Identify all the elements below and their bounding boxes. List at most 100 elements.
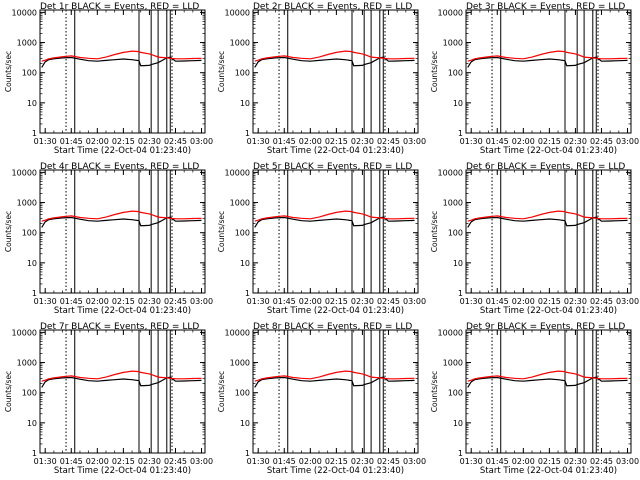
y-tick-label: 100 xyxy=(448,389,463,398)
x-tick-label: 03:00 xyxy=(616,457,639,466)
x-tick-label: 02:30 xyxy=(351,457,374,466)
axis-frame xyxy=(465,329,632,454)
x-axis-label: Start Time (22-Oct-04 01:23:40) xyxy=(267,306,404,316)
x-tick-label: 02:45 xyxy=(590,457,613,466)
y-tick-label: 1 xyxy=(458,289,463,298)
panel-title: Det 5r BLACK = Events, RED = LLD xyxy=(253,162,412,172)
panel-1 xyxy=(39,9,206,134)
panel-title: Det 3r BLACK = Events, RED = LLD xyxy=(466,2,625,12)
panel-5 xyxy=(252,169,419,294)
axis-frame xyxy=(252,169,419,294)
x-tick-label: 02:00 xyxy=(299,297,322,306)
series-lld-line xyxy=(254,50,415,62)
y-tick-label: 100 xyxy=(22,69,37,78)
x-tick-label: 02:15 xyxy=(112,137,135,146)
y-tick-label: 10 xyxy=(27,259,37,268)
y-tick-label: 1000 xyxy=(443,359,463,368)
axis-frame xyxy=(39,329,206,454)
panel-title: Det 8r BLACK = Events, RED = LLD xyxy=(253,322,412,332)
y-tick-label: 100 xyxy=(448,229,463,238)
panel-8 xyxy=(252,329,419,454)
x-tick-label: 02:15 xyxy=(325,297,348,306)
x-tick-label: 03:00 xyxy=(190,137,213,146)
y-tick-label: 10 xyxy=(27,419,37,428)
series-lld-line xyxy=(41,210,202,222)
y-tick-label: 10 xyxy=(240,419,250,428)
x-tick-label: 03:00 xyxy=(616,297,639,306)
y-tick-label: 1000 xyxy=(17,359,37,368)
x-tick-label: 02:30 xyxy=(138,137,161,146)
y-tick-label: 10000 xyxy=(438,328,463,337)
y-tick-label: 1000 xyxy=(17,199,37,208)
y-axis-label: Counts/sec xyxy=(430,371,439,412)
x-tick-label: 01:30 xyxy=(247,137,270,146)
x-tick-label: 02:15 xyxy=(538,137,561,146)
y-tick-label: 1 xyxy=(458,129,463,138)
x-tick-label: 01:30 xyxy=(247,457,270,466)
axis-frame xyxy=(252,9,419,134)
axis-frame xyxy=(465,169,632,294)
x-tick-label: 01:45 xyxy=(60,457,83,466)
y-tick-label: 10000 xyxy=(12,8,37,17)
y-tick-label: 100 xyxy=(235,389,250,398)
y-tick-label: 10000 xyxy=(438,8,463,17)
x-tick-label: 02:45 xyxy=(377,137,400,146)
y-tick-label: 100 xyxy=(235,229,250,238)
x-tick-label: 01:30 xyxy=(247,297,270,306)
panel-title: Det 4r BLACK = Events, RED = LLD xyxy=(40,162,199,172)
x-tick-label: 01:45 xyxy=(60,297,83,306)
y-axis-label: Counts/sec xyxy=(217,211,226,252)
x-tick-label: 01:45 xyxy=(486,457,509,466)
panel-9 xyxy=(465,329,632,454)
y-tick-label: 10 xyxy=(27,99,37,108)
y-axis-label: Counts/sec xyxy=(217,371,226,412)
y-axis-label: Counts/sec xyxy=(4,211,13,252)
x-tick-label: 02:30 xyxy=(351,137,374,146)
panel-2 xyxy=(252,9,419,134)
x-tick-label: 01:30 xyxy=(460,137,483,146)
series-lld-line xyxy=(41,370,202,382)
y-tick-label: 10 xyxy=(240,259,250,268)
y-tick-label: 10000 xyxy=(12,328,37,337)
x-axis-label: Start Time (22-Oct-04 01:23:40) xyxy=(480,466,617,476)
x-tick-label: 02:00 xyxy=(86,137,109,146)
x-tick-label: 02:15 xyxy=(325,457,348,466)
y-tick-label: 1000 xyxy=(443,199,463,208)
series-lld-line xyxy=(467,50,628,62)
x-tick-label: 02:00 xyxy=(512,137,535,146)
x-tick-label: 01:45 xyxy=(486,137,509,146)
axis-frame xyxy=(252,329,419,454)
series-lld-line xyxy=(467,370,628,382)
x-tick-label: 02:45 xyxy=(164,297,187,306)
x-axis-label: Start Time (22-Oct-04 01:23:40) xyxy=(54,146,191,156)
x-tick-label: 02:15 xyxy=(538,297,561,306)
x-tick-label: 01:45 xyxy=(486,297,509,306)
x-tick-label: 02:45 xyxy=(164,137,187,146)
y-tick-label: 1 xyxy=(32,129,37,138)
y-tick-label: 10000 xyxy=(225,168,250,177)
y-tick-label: 10 xyxy=(453,419,463,428)
x-tick-label: 02:45 xyxy=(164,457,187,466)
panel-title: Det 6r BLACK = Events, RED = LLD xyxy=(466,162,625,172)
x-axis-label: Start Time (22-Oct-04 01:23:40) xyxy=(480,146,617,156)
y-tick-label: 1000 xyxy=(230,39,250,48)
x-tick-label: 02:45 xyxy=(377,297,400,306)
series-lld-line xyxy=(41,50,202,62)
x-tick-label: 01:30 xyxy=(34,297,57,306)
panel-7 xyxy=(39,329,206,454)
x-tick-label: 03:00 xyxy=(403,457,426,466)
y-tick-label: 1000 xyxy=(230,359,250,368)
x-axis-label: Start Time (22-Oct-04 01:23:40) xyxy=(480,306,617,316)
x-tick-label: 03:00 xyxy=(190,457,213,466)
panel-3 xyxy=(465,9,632,134)
y-tick-label: 10 xyxy=(240,99,250,108)
y-tick-label: 1000 xyxy=(17,39,37,48)
x-tick-label: 03:00 xyxy=(190,297,213,306)
axis-frame xyxy=(39,9,206,134)
panel-title: Det 1r BLACK = Events, RED = LLD xyxy=(40,2,199,12)
series-lld-line xyxy=(254,210,415,222)
axis-frame xyxy=(39,169,206,294)
x-axis-label: Start Time (22-Oct-04 01:23:40) xyxy=(267,466,404,476)
y-tick-label: 1 xyxy=(245,449,250,458)
